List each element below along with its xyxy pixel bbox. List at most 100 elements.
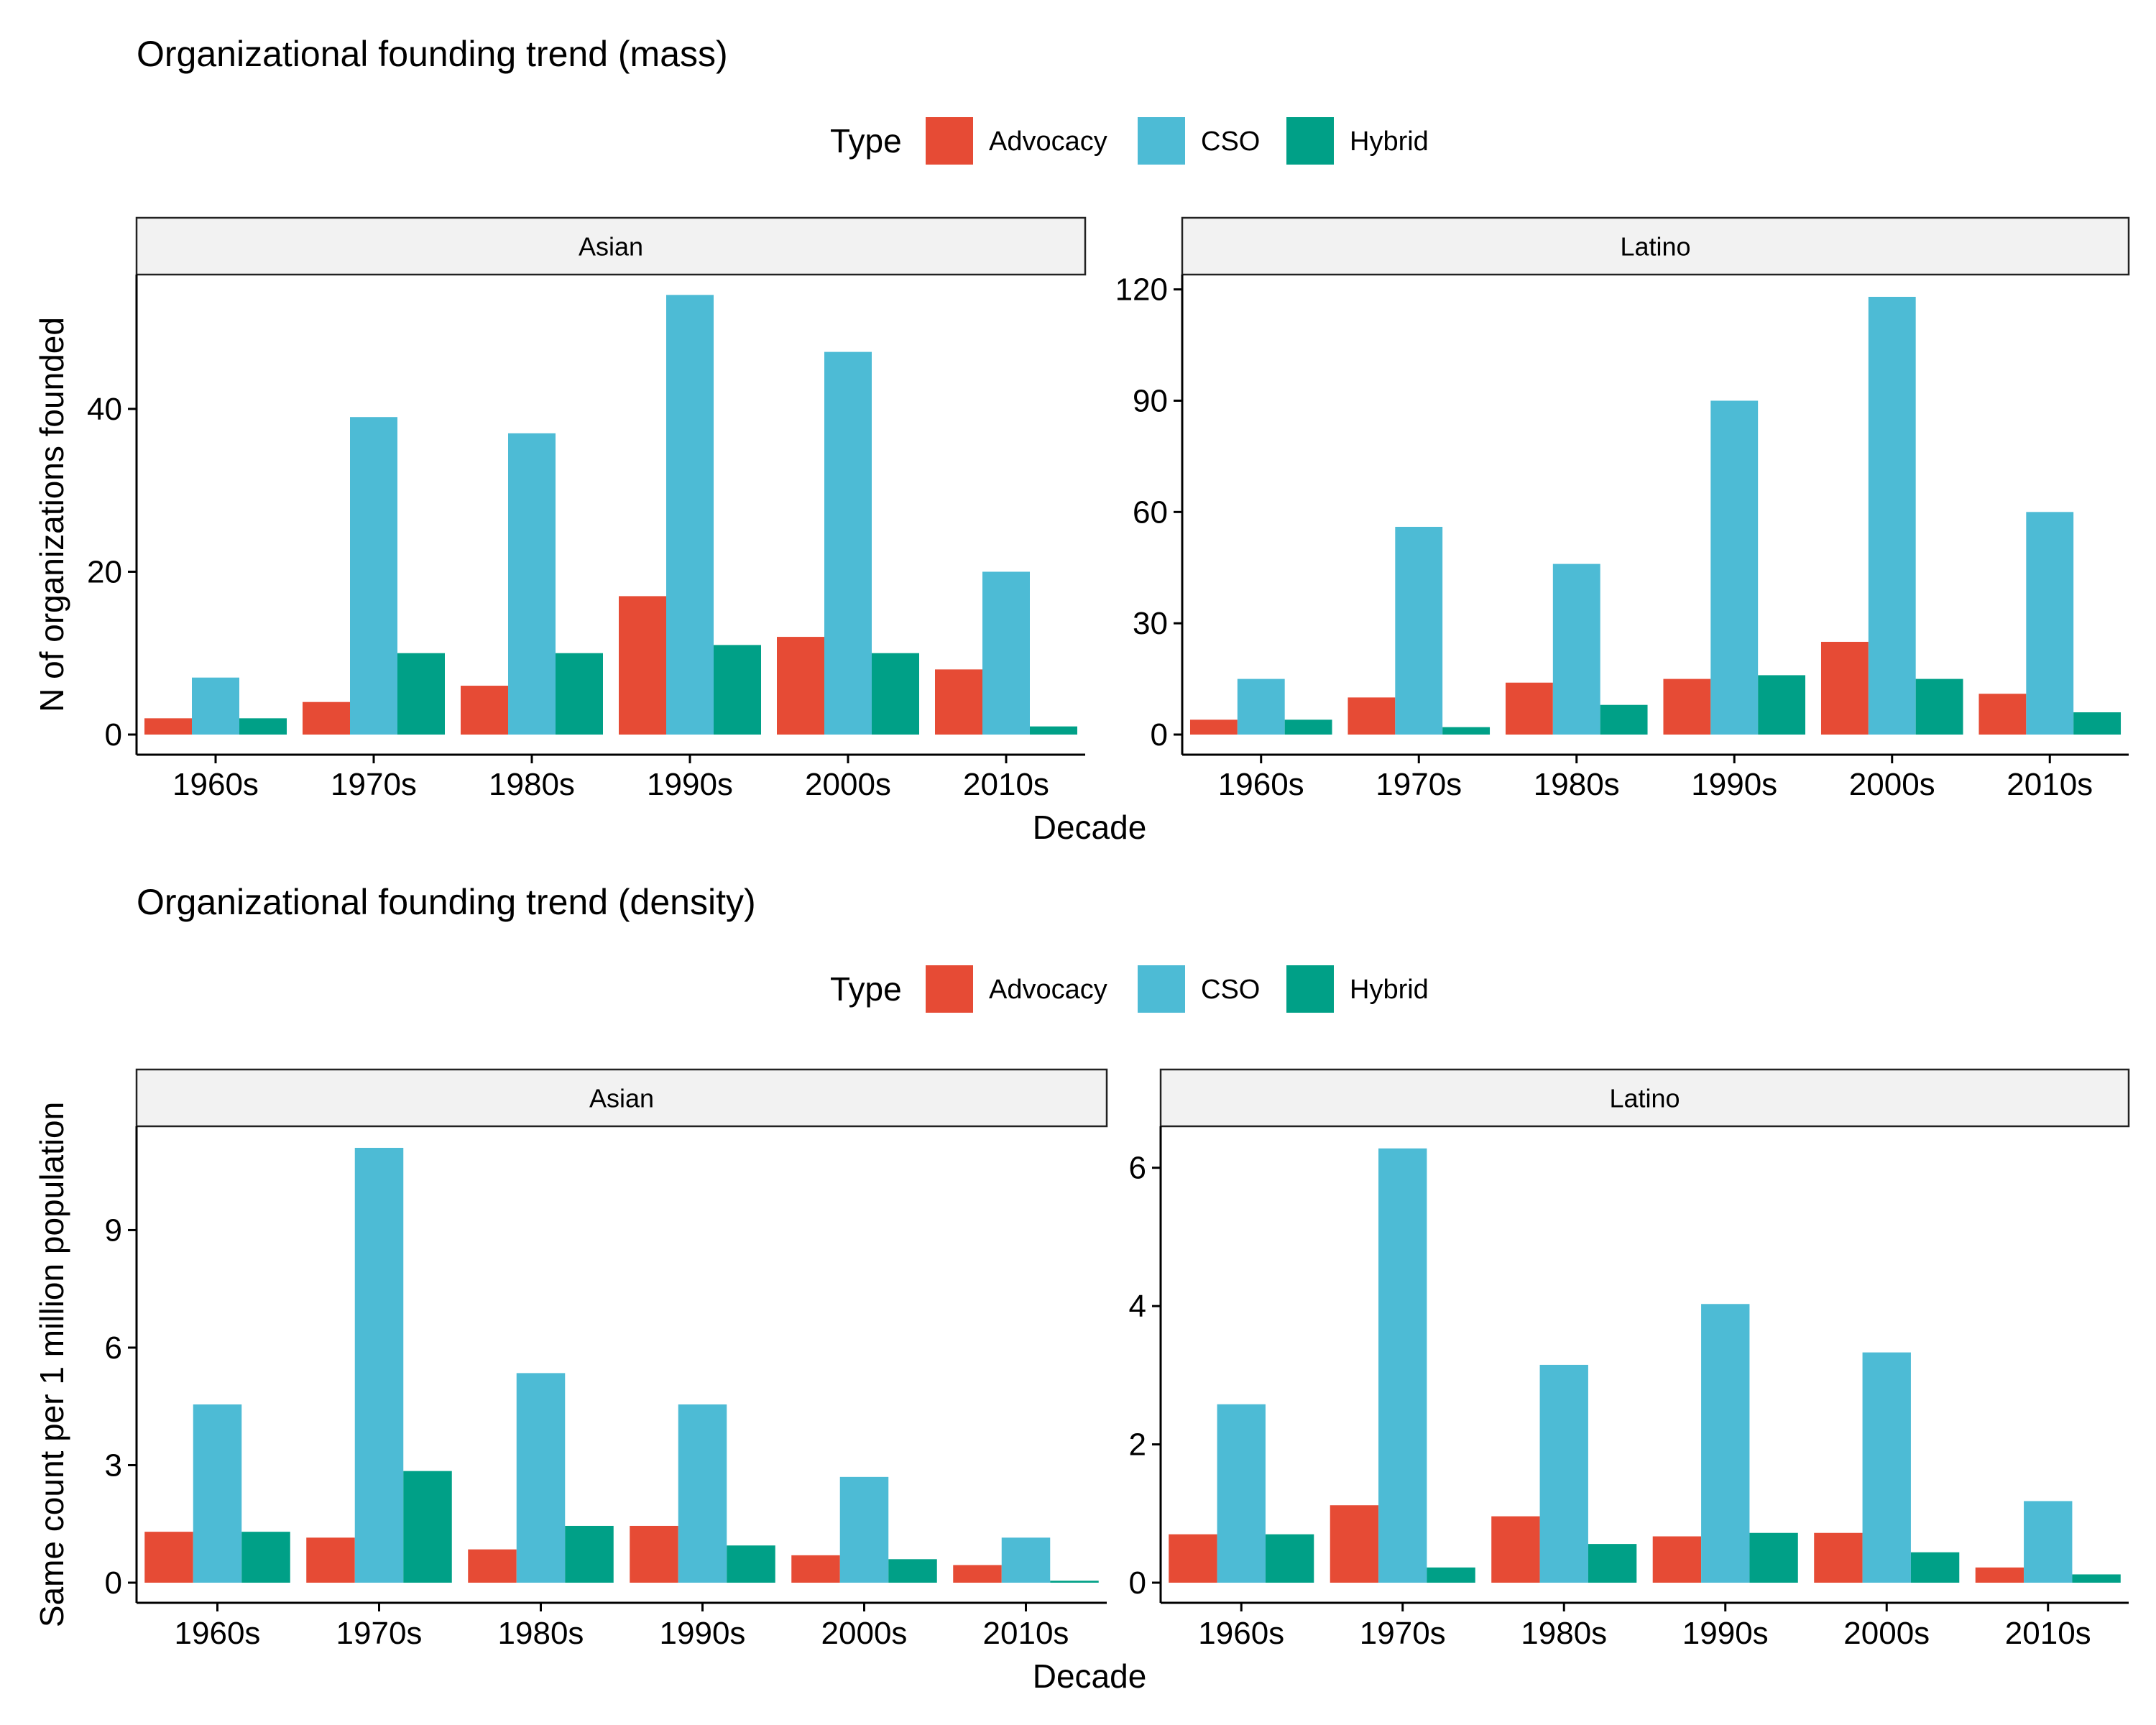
y-tick-label: 90 [1133,383,1168,418]
x-tick-label: 1980s [1534,767,1620,802]
y-tick-label: 3 [105,1448,122,1483]
bar-hybrid-1990s [1758,675,1806,735]
bar-advocacy-2010s [1975,1567,2024,1583]
bar-cso-2010s [982,571,1030,735]
x-tick-label: 1990s [647,767,733,802]
bar-cso-2000s [1862,1352,1911,1583]
y-tick-label: 9 [105,1213,122,1248]
bar-cso-1960s [1217,1404,1266,1583]
bar-advocacy-1960s [1169,1534,1217,1583]
bar-advocacy-2010s [1978,694,2027,735]
bar-cso-1980s [1552,564,1600,735]
y-tick-label: 4 [1129,1289,1146,1324]
bar-cso-1990s [666,295,714,735]
y-axis-title: N of organizations founded [33,317,70,712]
chart-1: Organizational founding trend (mass) Type… [33,34,2130,846]
bar-cso-2000s [1868,296,1916,735]
y-tick-label: 6 [1129,1151,1146,1186]
x-tick-label: 2010s [2005,1616,2091,1651]
bar-advocacy-1970s [303,702,350,735]
facet-strip [135,1068,1108,1128]
bar-cso-1980s [508,433,556,735]
bar-hybrid-1980s [556,653,603,735]
bar-cso-2010s [2026,512,2074,735]
bar-advocacy-2000s [777,637,824,735]
bar-advocacy-2000s [1814,1532,1863,1583]
legend-label-cso: CSO [1201,975,1260,1005]
x-tick-label: 1980s [1521,1616,1607,1651]
y-tick-label: 20 [87,554,122,589]
bar-advocacy-1980s [1491,1516,1540,1583]
x-tick-label: 2010s [983,1616,1069,1651]
y-tick-label: 0 [105,717,122,753]
bar-hybrid-2000s [888,1559,937,1583]
bar-hybrid-2010s [1050,1581,1099,1583]
bar-hybrid-2010s [2073,712,2122,735]
x-tick-label: 1970s [331,767,417,802]
y-tick-label: 40 [87,392,122,427]
facet-latino: Latino 0 2 4 6 1960s 1970s 1980s 1990s 2000s 2010s [1129,1068,2130,1651]
legend-label-advocacy: Advocacy [989,126,1107,157]
facet-asian: Asian 0 20 40 1960s 1970s 1980s 1990s 2000s 2010s [87,216,1087,802]
bar-hybrid-1960s [239,718,287,735]
bar-hybrid-1970s [1427,1567,1475,1583]
x-tick-label: 1960s [1218,767,1304,802]
bar-advocacy-1990s [630,1525,678,1583]
bar-cso-2010s [2024,1501,2073,1583]
bar-advocacy-1990s [1652,1536,1702,1583]
bar-advocacy-1960s [1189,719,1238,735]
bar-cso-1970s [354,1147,404,1583]
bar-cso-1970s [350,417,397,735]
bar-hybrid-1980s [1600,704,1648,735]
facet-asian: Asian 0 3 6 9 1960s 1970s 1980s 1990s 2000s 2010s [105,1068,1108,1651]
bar-cso-2000s [824,351,872,735]
bar-hybrid-1970s [1442,727,1491,735]
legend-key-hybrid [1286,965,1334,1013]
bar-advocacy-1970s [1330,1505,1379,1583]
x-tick-label: 1970s [336,1616,423,1651]
bar-hybrid-1980s [1588,1544,1637,1583]
bar-hybrid-2000s [1910,1552,1960,1583]
bar-advocacy-2000s [791,1555,840,1583]
bar-cso-1980s [1539,1364,1588,1583]
bar-advocacy-1970s [1348,697,1396,735]
facet-strip-label: Latino [1609,1084,1680,1113]
legend-title: Type [830,122,902,160]
bar-advocacy-2000s [1820,641,1869,735]
x-axis-title: Decade [1033,809,1147,846]
bar-cso-1960s [1237,678,1285,735]
x-tick-label: 1960s [1198,1616,1284,1651]
bar-cso-1990s [678,1404,727,1583]
x-tick-label: 1960s [175,1616,261,1651]
chart-title: Organizational founding trend (mass) [137,34,728,74]
x-tick-label: 1990s [660,1616,746,1651]
bar-hybrid-1970s [403,1471,452,1583]
facet-strip [1181,216,2130,276]
x-tick-label: 1980s [498,1616,584,1651]
legend-label-advocacy: Advocacy [989,975,1107,1005]
x-tick-label: 1960s [172,767,259,802]
bar-advocacy-1960s [144,1532,193,1583]
bar-hybrid-2000s [872,653,919,735]
chart-root: Organizational founding trend (mass) Type… [33,34,2130,1695]
x-tick-label: 1980s [489,767,575,802]
bar-advocacy-1990s [1663,678,1711,735]
legend-key-hybrid [1286,117,1334,165]
bar-cso-1960s [192,677,239,735]
bar-advocacy-2010s [935,669,982,735]
bar-hybrid-1960s [241,1532,290,1583]
bar-cso-2000s [839,1476,889,1583]
bar-cso-2010s [1001,1537,1051,1583]
x-tick-label: 2000s [1843,1616,1930,1651]
facet-strip-label: Asian [589,1084,654,1113]
bar-hybrid-1990s [714,645,761,735]
y-axis-title: Same count per 1 million population [33,1102,70,1627]
facet-strip-label: Latino [1620,232,1690,262]
x-tick-label: 2000s [1849,767,1935,802]
bar-cso-1970s [1395,526,1443,735]
bar-hybrid-2010s [1030,726,1077,735]
bar-cso-1980s [516,1373,566,1583]
bar-advocacy-1990s [619,596,666,735]
x-tick-label: 1990s [1682,1616,1769,1651]
bar-hybrid-1960s [1284,719,1332,735]
